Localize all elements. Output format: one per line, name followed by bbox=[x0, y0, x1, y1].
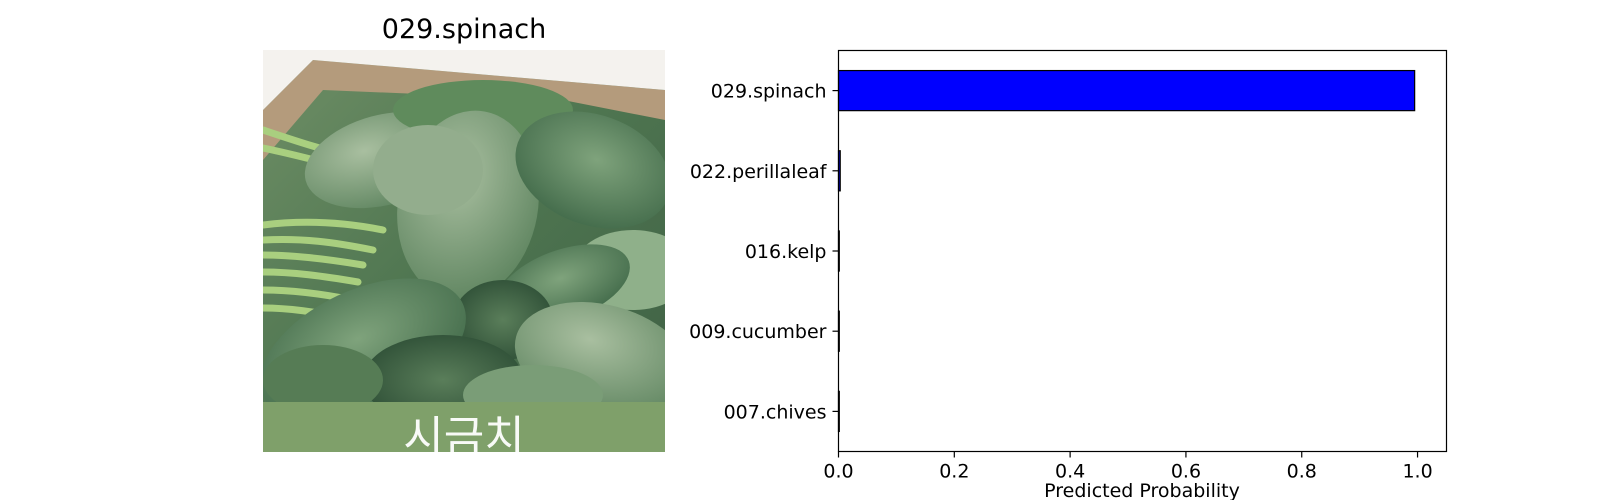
spinach-photo bbox=[263, 50, 665, 452]
y-axis: 029.spinach 022.perillaleaf 016.kelp 009.cu… bbox=[689, 81, 839, 423]
y-tick-label: 007.chives bbox=[724, 401, 827, 423]
y-tick-label: 022.perillaleaf bbox=[690, 161, 828, 183]
x-tick-label: 0.8 bbox=[1287, 461, 1317, 483]
x-axis-label: Predicted Probability bbox=[1044, 480, 1240, 500]
x-tick-label: 0.4 bbox=[1055, 461, 1085, 483]
image-overlay-text: 시금치 bbox=[403, 412, 524, 463]
x-tick-label: 1.0 bbox=[1402, 461, 1432, 483]
bars-group bbox=[837, 69, 1416, 433]
x-tick-label: 0.0 bbox=[823, 461, 853, 483]
x-tick-label: 0.6 bbox=[1171, 461, 1201, 483]
image-title: 029.spinach bbox=[381, 14, 547, 45]
bar-029.spinach bbox=[837, 69, 1416, 112]
y-tick-label: 009.cucumber bbox=[689, 321, 827, 343]
x-axis: 0.0 0.2 0.4 0.6 0.8 1.0 bbox=[823, 451, 1433, 483]
y-tick-label: 029.spinach bbox=[711, 81, 827, 103]
y-tick-label: 016.kelp bbox=[745, 241, 827, 263]
x-tick-label: 0.2 bbox=[939, 461, 969, 483]
